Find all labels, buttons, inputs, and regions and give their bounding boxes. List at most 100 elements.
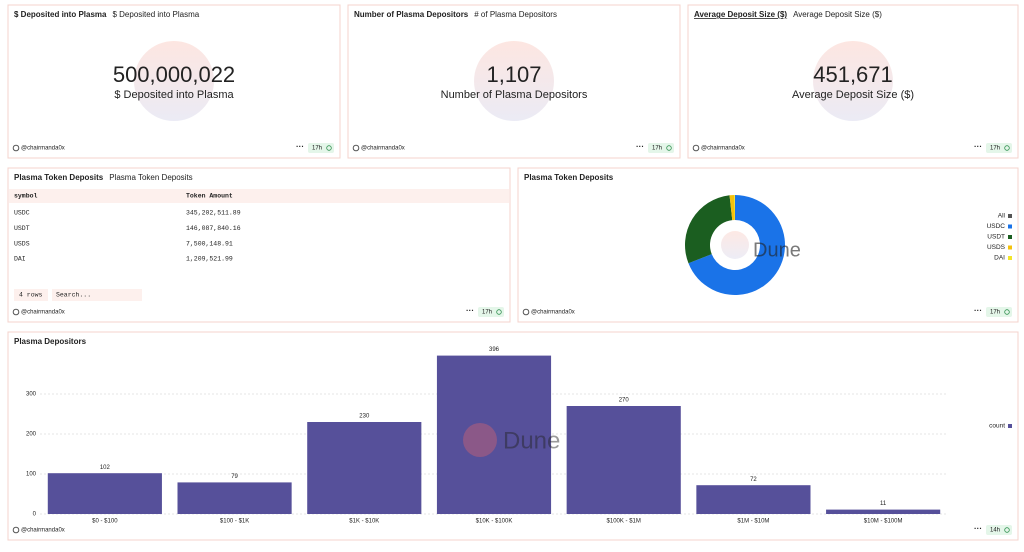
x-tick-label: $100 - $1K [220,519,249,525]
author-icon [692,144,700,152]
author: @chairmanda0x [361,146,405,152]
column-header: Token Amount [186,193,233,200]
bar [696,485,811,514]
x-tick-label: $1M - $10M [737,519,769,525]
widget-title: Plasma Token Deposits [14,173,104,182]
search-box[interactable] [52,289,142,301]
author: @chairmanda0x [21,310,65,316]
bar [47,473,162,514]
legend-swatch [1008,245,1012,250]
author: @chairmanda0x [21,146,65,152]
author: @chairmanda0x [701,146,745,152]
x-tick-label: $1K - $10K [349,519,379,525]
watermark: Dune [503,427,560,454]
legend-swatch [1008,424,1012,428]
pie-slice [688,195,785,295]
counter-value: 500,000,022 [113,62,235,87]
age-badge [986,307,1012,317]
legend-label: count [989,423,1005,430]
widget-title: Average Deposit Size ($) [694,10,787,19]
bar [826,509,941,514]
legend-label: All [998,213,1006,220]
pie-slice [684,195,733,264]
menu-dots[interactable]: ··· [636,142,644,151]
widget-subtitle: $ Deposited into Plasma [112,10,199,19]
table-cell: USDC [14,210,30,217]
watermark-logo [721,231,749,259]
menu-dots[interactable]: ··· [974,306,982,315]
row-count: 4 rows [19,292,43,299]
age-icon [1004,527,1010,533]
watermark-logo [463,423,497,457]
age: 17h [312,146,322,152]
x-tick-label: $10M - $100M [864,519,903,525]
pie-slice [734,195,735,221]
legend-swatch [1008,235,1012,239]
widget-subtitle: Plasma Token Deposits [109,173,192,182]
x-tick-label: $0 - $100 [92,519,118,525]
widget-title: Plasma Token Deposits [524,173,614,182]
legend-label: USDT [987,234,1005,241]
bar [307,422,422,514]
widget-subtitle: # of Plasma Depositors [474,10,557,19]
y-tick-label: 0 [33,512,37,518]
legend-swatch [1008,214,1012,218]
data-label: 72 [750,477,757,483]
age-icon [326,145,332,151]
data-label: 270 [619,398,630,404]
age-icon [496,309,502,315]
table-cell: USDT [14,225,30,232]
data-label: 11 [880,501,887,507]
y-tick-label: 300 [26,392,37,398]
legend-label: DAI [994,255,1005,262]
bar [566,406,681,514]
widget-title: $ Deposited into Plasma [14,10,107,19]
age-icon [666,145,672,151]
legend-swatch [1008,224,1012,229]
menu-dots[interactable]: ··· [296,142,304,151]
author: @chairmanda0x [21,528,65,534]
author: @chairmanda0x [531,310,575,316]
panel [687,4,1019,159]
age: 17h [652,146,662,152]
age-badge [308,143,334,153]
table-cell: 146,087,840.16 [186,225,241,232]
data-label: 79 [231,474,238,480]
watermark-logo [474,41,554,121]
author-icon [12,526,20,534]
search-placeholder: Search... [56,292,91,299]
data-label: 396 [489,347,500,353]
watermark-logo [134,41,214,121]
watermark-logo [813,41,893,121]
table-header [9,189,509,203]
widget-subtitle: Average Deposit Size ($) [793,10,882,19]
menu-dots[interactable]: ··· [974,524,982,533]
counter-value: 1,107 [486,62,541,87]
row-count-badge [14,289,48,301]
age-badge [478,307,504,317]
bar [436,355,552,514]
x-tick-label: $100K - $1M [607,519,641,525]
counter-label: Average Deposit Size ($) [792,89,914,101]
age: 17h [482,310,492,316]
data-label: 230 [359,414,370,420]
pie-slice [729,195,735,221]
author-icon [12,308,20,316]
table-cell: USDS [14,240,30,247]
age-icon [1004,145,1010,151]
y-tick-label: 100 [26,472,37,478]
table-cell: 1,209,521.99 [186,256,233,263]
table-cell: DAI [14,256,26,263]
widget-title: Number of Plasma Depositors [354,10,469,19]
legend-swatch [1008,256,1012,260]
age: 17h [990,146,1000,152]
table-cell: 7,500,148.91 [186,240,233,247]
legend-label: USDC [987,223,1006,230]
menu-dots[interactable]: ··· [974,142,982,151]
legend-label: USDS [987,244,1006,251]
menu-dots[interactable]: ··· [466,306,474,315]
widget-title: Plasma Depositors [14,337,87,346]
counter-label: Number of Plasma Depositors [441,89,588,101]
age: 14h [990,528,1000,534]
